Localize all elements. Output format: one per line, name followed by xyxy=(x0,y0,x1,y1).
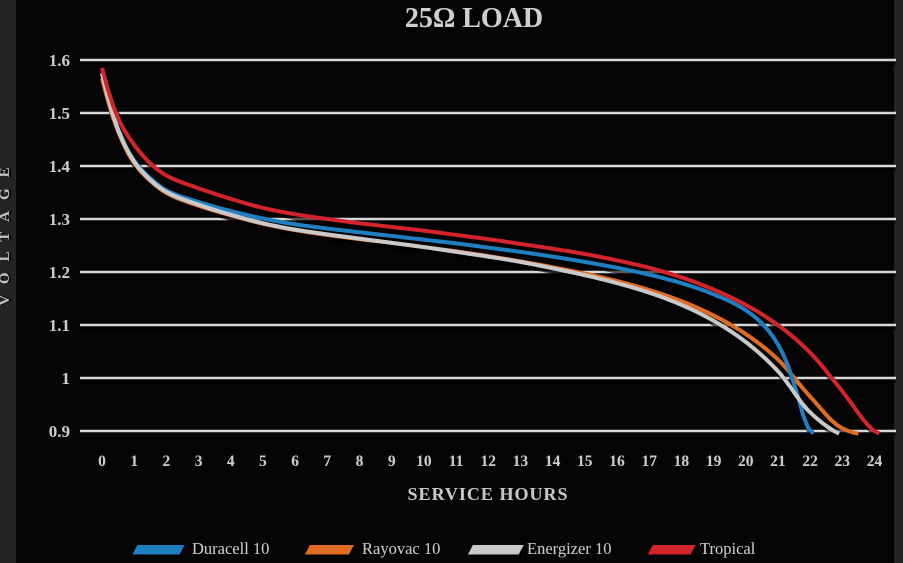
svg-text:17: 17 xyxy=(641,453,657,470)
svg-text:6: 6 xyxy=(291,453,299,470)
svg-text:13: 13 xyxy=(513,453,529,470)
svg-text:11: 11 xyxy=(449,453,464,470)
svg-text:12: 12 xyxy=(480,453,496,470)
svg-text:VOLTAGE: VOLTAGE xyxy=(0,156,13,305)
svg-text:14: 14 xyxy=(545,453,561,470)
svg-text:25Ω LOAD: 25Ω LOAD xyxy=(405,3,543,34)
svg-text:23: 23 xyxy=(835,453,851,470)
svg-text:SERVICE HOURS: SERVICE HOURS xyxy=(408,484,569,504)
svg-text:8: 8 xyxy=(356,453,364,470)
svg-text:1.1: 1.1 xyxy=(49,316,70,335)
svg-text:Tropical: Tropical xyxy=(700,539,756,558)
svg-text:15: 15 xyxy=(577,453,593,470)
svg-text:16: 16 xyxy=(609,453,625,470)
svg-text:24: 24 xyxy=(867,453,883,470)
svg-text:22: 22 xyxy=(802,453,818,470)
svg-text:0.9: 0.9 xyxy=(49,422,70,441)
svg-text:7: 7 xyxy=(323,453,331,470)
svg-text:Rayovac 10: Rayovac 10 xyxy=(362,539,440,558)
svg-text:3: 3 xyxy=(195,453,203,470)
svg-text:0: 0 xyxy=(98,453,106,470)
svg-text:9: 9 xyxy=(388,453,396,470)
svg-text:10: 10 xyxy=(416,453,432,470)
svg-text:1.3: 1.3 xyxy=(49,210,70,229)
svg-text:2: 2 xyxy=(163,453,171,470)
svg-text:1: 1 xyxy=(62,369,71,388)
svg-text:1.6: 1.6 xyxy=(49,51,70,70)
svg-text:18: 18 xyxy=(674,453,690,470)
svg-text:5: 5 xyxy=(259,453,267,470)
svg-text:1.2: 1.2 xyxy=(49,263,70,282)
svg-text:19: 19 xyxy=(706,453,722,470)
svg-text:21: 21 xyxy=(770,453,786,470)
svg-text:1.4: 1.4 xyxy=(49,157,71,176)
svg-text:1: 1 xyxy=(130,453,138,470)
svg-text:20: 20 xyxy=(738,453,754,470)
svg-text:4: 4 xyxy=(227,453,235,470)
svg-text:1.5: 1.5 xyxy=(49,104,70,123)
svg-text:Duracell 10: Duracell 10 xyxy=(192,539,269,558)
svg-text:Energizer 10: Energizer 10 xyxy=(527,539,611,558)
